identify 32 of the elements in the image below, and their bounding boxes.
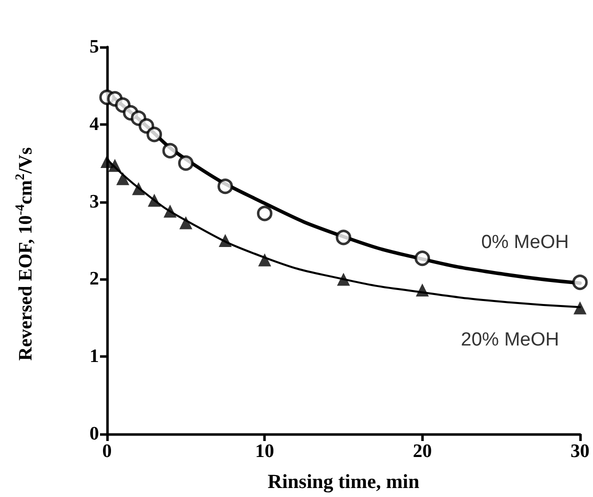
- point: [572, 274, 588, 290]
- y-tick-label: 1: [90, 346, 99, 368]
- point: [218, 234, 232, 247]
- point: [162, 142, 178, 158]
- point: [148, 194, 161, 207]
- x-axis-title: Rinsing time, min: [268, 471, 420, 493]
- point: [258, 253, 272, 266]
- x-tick-label: 30: [570, 441, 590, 462]
- point: [132, 182, 146, 196]
- point: [574, 301, 586, 314]
- y-tick-label: 0: [90, 424, 99, 444]
- point: [164, 204, 177, 218]
- point: [178, 155, 194, 171]
- point: [108, 158, 122, 172]
- point: [218, 178, 233, 194]
- point: [179, 216, 192, 230]
- y-tick-label: 5: [90, 36, 99, 58]
- point: [414, 250, 430, 266]
- y-tick-label: 2: [90, 268, 99, 290]
- point: [100, 155, 114, 168]
- series-label: 0% MeOH: [481, 232, 569, 253]
- point: [146, 126, 162, 142]
- x-tick-label: 20: [412, 441, 432, 462]
- series-label: 20% MeOH: [460, 329, 560, 350]
- point: [116, 172, 130, 186]
- point: [337, 272, 350, 286]
- point: [336, 230, 352, 246]
- y-tick-label: 3: [90, 191, 99, 212]
- y-tick-label: 4: [90, 114, 100, 135]
- x-tick-label: 10: [255, 441, 274, 462]
- point: [256, 206, 272, 222]
- point: [416, 284, 429, 297]
